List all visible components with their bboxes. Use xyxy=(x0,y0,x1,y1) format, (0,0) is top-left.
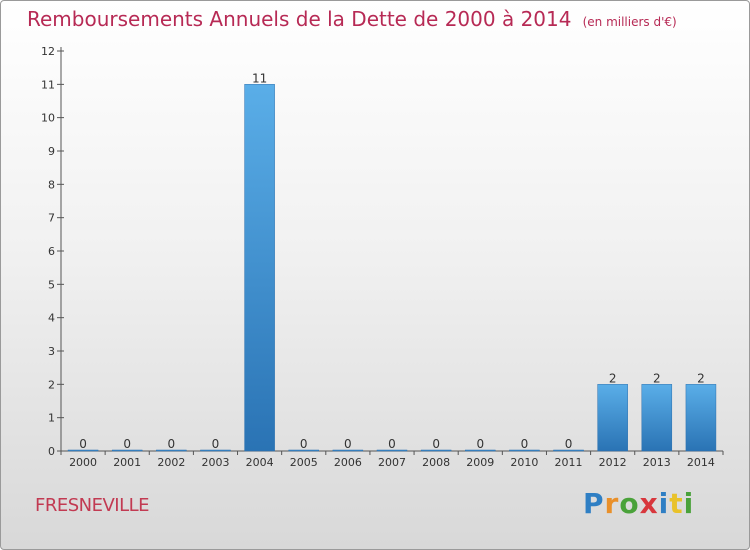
bar xyxy=(111,449,143,452)
y-tick-label: 11 xyxy=(41,78,55,91)
y-tick-label: 3 xyxy=(48,345,55,358)
data-label: 0 xyxy=(300,437,308,451)
data-label: 0 xyxy=(521,437,529,451)
data-label: 2 xyxy=(697,371,705,385)
data-label: 0 xyxy=(212,437,220,451)
x-tick-label: 2012 xyxy=(599,456,627,469)
commune-name: FRESNEVILLE xyxy=(35,495,150,516)
data-label: 0 xyxy=(565,437,573,451)
x-tick-label: 2006 xyxy=(334,456,362,469)
data-label: 0 xyxy=(123,437,131,451)
x-tick-label: 2007 xyxy=(378,456,406,469)
logo-letter: i xyxy=(683,487,695,520)
data-label: 2 xyxy=(653,371,661,385)
logo-letter: P xyxy=(583,487,605,520)
x-tick-label: 2010 xyxy=(510,456,538,469)
bar xyxy=(67,449,99,452)
bar xyxy=(685,384,717,452)
data-label: 0 xyxy=(79,437,87,451)
data-label: 0 xyxy=(168,437,176,451)
bar xyxy=(597,384,628,452)
x-tick-label: 2014 xyxy=(687,456,715,469)
x-tick-label: 2002 xyxy=(157,456,185,469)
logo-letter: o xyxy=(619,487,640,520)
logo-letter: r xyxy=(604,487,620,520)
logo-letter: x xyxy=(639,487,659,520)
proxiti-logo: Proxiti xyxy=(583,487,694,520)
bar xyxy=(376,449,408,452)
x-tick-label: 2013 xyxy=(643,456,671,469)
chart-title: Remboursements Annuels de la Dette de 20… xyxy=(27,7,677,31)
y-tick-label: 8 xyxy=(48,178,55,191)
data-label: 2 xyxy=(609,371,617,385)
bar xyxy=(465,449,496,452)
x-tick-label: 2004 xyxy=(246,456,274,469)
x-tick-label: 2003 xyxy=(201,456,229,469)
title-unit: (en milliers d'€) xyxy=(582,15,677,29)
title-main: Remboursements Annuels de la Dette de 20… xyxy=(27,7,572,31)
y-tick-label: 0 xyxy=(48,445,55,458)
bar xyxy=(509,449,540,452)
bar xyxy=(641,384,673,452)
bar xyxy=(200,449,231,452)
x-tick-label: 2005 xyxy=(290,456,318,469)
x-tick-label: 2000 xyxy=(69,456,97,469)
bar xyxy=(420,449,452,452)
y-tick-label: 10 xyxy=(41,112,55,125)
data-label: 0 xyxy=(432,437,440,451)
bar xyxy=(156,449,187,452)
data-label: 11 xyxy=(252,71,267,85)
x-tick-label: 2001 xyxy=(113,456,141,469)
data-label: 0 xyxy=(388,437,396,451)
logo-letter: i xyxy=(658,487,670,520)
data-label: 0 xyxy=(476,437,484,451)
y-tick-label: 9 xyxy=(48,145,55,158)
y-tick-label: 2 xyxy=(48,378,55,391)
y-tick-label: 12 xyxy=(41,45,55,58)
y-tick-label: 5 xyxy=(48,278,55,291)
x-tick-label: 2009 xyxy=(466,456,494,469)
y-tick-label: 7 xyxy=(48,212,55,225)
bar xyxy=(244,84,275,452)
x-tick-label: 2008 xyxy=(422,456,450,469)
logo-letter: t xyxy=(669,487,684,520)
bar xyxy=(553,449,584,452)
bar xyxy=(332,449,364,452)
y-tick-label: 6 xyxy=(48,245,55,258)
y-tick-label: 4 xyxy=(48,312,55,325)
data-label: 0 xyxy=(344,437,352,451)
x-tick-label: 2011 xyxy=(555,456,583,469)
bar xyxy=(288,449,319,452)
y-tick-label: 1 xyxy=(48,412,55,425)
